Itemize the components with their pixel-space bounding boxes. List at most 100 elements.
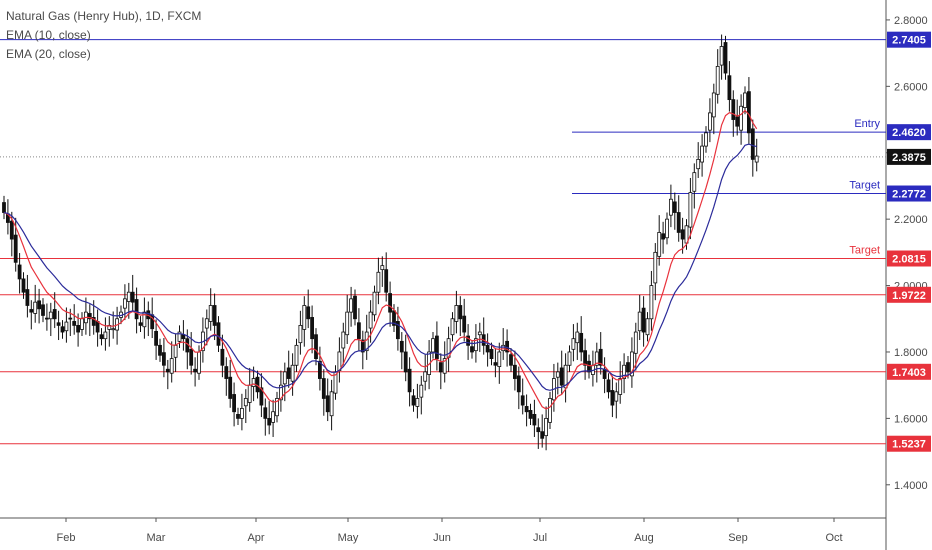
candle-body <box>423 371 428 382</box>
candle-body <box>236 413 240 419</box>
candle-body <box>672 201 677 213</box>
candle-body <box>630 351 634 377</box>
candle-body <box>130 291 135 303</box>
candle-body <box>739 105 743 131</box>
candle-body <box>587 360 591 373</box>
level-price-label: 1.5237 <box>892 439 926 451</box>
candle-body <box>325 395 330 413</box>
x-tick-label: May <box>338 532 359 544</box>
candle-body <box>2 202 6 213</box>
y-tick-label: 1.6000 <box>894 413 928 425</box>
candle-body <box>715 66 720 95</box>
candle-body <box>193 368 198 373</box>
candle-body <box>9 220 14 240</box>
candle-body <box>294 344 299 366</box>
candle-body <box>91 317 96 326</box>
candle-body <box>692 172 697 192</box>
candle-body <box>750 128 755 160</box>
level-price-label: 2.0815 <box>892 254 926 266</box>
level-price-label: 1.7403 <box>892 367 926 379</box>
candle-body <box>727 75 732 101</box>
candle-body <box>747 91 751 134</box>
candle-body <box>80 318 84 330</box>
candle-body <box>177 331 182 342</box>
candle-body <box>501 344 506 352</box>
candle-body <box>37 300 41 310</box>
candle-body <box>743 92 747 108</box>
candle-body <box>345 311 350 336</box>
candle-body <box>438 362 443 373</box>
candle-body <box>645 318 650 336</box>
candle-body <box>513 364 517 379</box>
candle-body <box>99 334 104 340</box>
candle-body <box>298 325 303 344</box>
candle-body <box>688 192 693 228</box>
candle-body <box>661 233 665 240</box>
level-text: Target <box>849 245 880 257</box>
candle-body <box>271 411 276 423</box>
candle-body <box>505 340 510 353</box>
candle-body <box>45 317 49 320</box>
x-tick-label: Oct <box>825 532 842 544</box>
candle-body <box>454 305 459 322</box>
candle-body <box>649 285 654 320</box>
candle-body <box>204 318 209 329</box>
candle-body <box>669 198 673 216</box>
chart-legend: Natural Gas (Henry Hub), 1D, FXCM EMA (1… <box>6 7 201 64</box>
candle-body <box>286 367 291 379</box>
candle-body <box>134 299 139 320</box>
candle-body <box>536 427 541 433</box>
candle-body <box>548 398 552 423</box>
candle-body <box>341 331 346 349</box>
candle-body <box>52 309 57 320</box>
level-price-badge <box>887 124 931 141</box>
candle-body <box>754 155 759 163</box>
candle-body <box>76 325 80 333</box>
candle-body <box>532 413 537 426</box>
candle-body <box>614 391 619 402</box>
candle-body <box>60 326 65 333</box>
candle-body <box>29 309 34 313</box>
candle-body <box>458 305 463 320</box>
level-price-badge <box>887 31 931 48</box>
candle-body <box>544 417 548 437</box>
candle-body <box>392 310 396 326</box>
level-price-badge <box>887 250 931 267</box>
x-tick-label: Aug <box>634 532 654 544</box>
candle-body <box>302 305 307 330</box>
candle-body <box>633 331 638 354</box>
candle-body <box>509 354 513 366</box>
candle-body <box>450 318 455 336</box>
ema-10-line <box>3 109 758 410</box>
candle-body <box>462 315 467 333</box>
candle-body <box>524 406 529 413</box>
candle-body <box>598 348 603 366</box>
candle-body <box>411 395 416 406</box>
candle-body <box>349 298 354 313</box>
candle-body <box>251 378 256 387</box>
candle-body <box>470 346 474 353</box>
candle-body <box>290 364 295 382</box>
candle-body <box>466 335 471 346</box>
level-price-label: 2.7405 <box>892 35 926 47</box>
candle-body <box>364 331 369 352</box>
candle-body <box>189 348 194 366</box>
candle-body <box>516 375 521 393</box>
candle-body <box>403 351 408 373</box>
candle-body <box>676 212 681 233</box>
candle-body <box>555 371 560 378</box>
candle-body <box>353 295 357 320</box>
candle-body <box>719 46 724 66</box>
candle-body <box>583 350 587 366</box>
candle-body <box>103 331 108 340</box>
candle-body <box>540 431 545 439</box>
candle-body <box>33 301 38 314</box>
candle-body <box>247 384 252 403</box>
candle-body <box>278 384 283 401</box>
candle-body <box>216 322 221 346</box>
candle-body <box>497 351 502 367</box>
candle-body <box>154 330 159 346</box>
y-tick-label: 1.8000 <box>894 347 928 359</box>
candle-body <box>388 293 393 313</box>
